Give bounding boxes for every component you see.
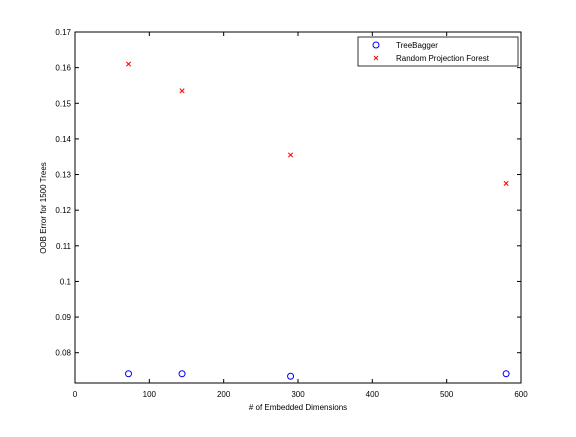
y-tick-label: 0.13 <box>55 171 71 180</box>
x-tick-label: 200 <box>217 390 231 399</box>
y-tick-label: 0.16 <box>55 64 71 73</box>
treebagger-point <box>125 370 133 378</box>
x-axis: 0 100 200 300 400 500 600 <box>73 32 528 399</box>
x-tick-label: 400 <box>366 390 380 399</box>
random-projection-forest-point <box>288 152 294 158</box>
x-tick-label: 300 <box>291 390 305 399</box>
legend-box <box>357 36 519 67</box>
x-tick-label: 500 <box>440 390 454 399</box>
legend-label-treebagger: TreeBagger <box>396 41 438 50</box>
y-axis-label: OOB Error for 1500 Trees <box>39 162 48 254</box>
treebagger-point <box>502 370 510 378</box>
x-tick-label: 600 <box>514 390 528 399</box>
x-tick-label: 0 <box>73 390 78 399</box>
treebagger-point <box>287 372 295 380</box>
data-points <box>125 61 510 380</box>
y-tick-label: 0.14 <box>55 135 71 144</box>
legend-label-rpf: Random Projection Forest <box>396 54 490 63</box>
legend: TreeBagger Random Projection Forest <box>357 36 519 67</box>
y-tick-label: 0.17 <box>55 28 71 37</box>
x-axis-label: # of Embedded Dimensions <box>249 403 347 412</box>
x-tick-label: 100 <box>143 390 157 399</box>
y-tick-label: 0.1 <box>60 277 72 286</box>
random-projection-forest-point <box>125 61 132 67</box>
legend-marker-treebagger <box>372 41 380 49</box>
plot-area <box>74 31 522 384</box>
y-tick-label: 0.15 <box>55 99 71 108</box>
legend-marker-rpf <box>373 55 379 61</box>
random-projection-forest-point <box>179 88 185 94</box>
y-tick-label: 0.12 <box>55 206 71 215</box>
random-projection-forest-point <box>503 180 509 187</box>
y-tick-label: 0.09 <box>55 313 71 322</box>
y-tick-label: 0.08 <box>55 349 71 358</box>
y-tick-label: 0.11 <box>56 242 72 251</box>
y-axis: 0.08 0.09 0.1 0.11 0.12 0.13 0.14 0.15 0.16 0.17 <box>55 28 521 358</box>
treebagger-point <box>178 370 186 378</box>
